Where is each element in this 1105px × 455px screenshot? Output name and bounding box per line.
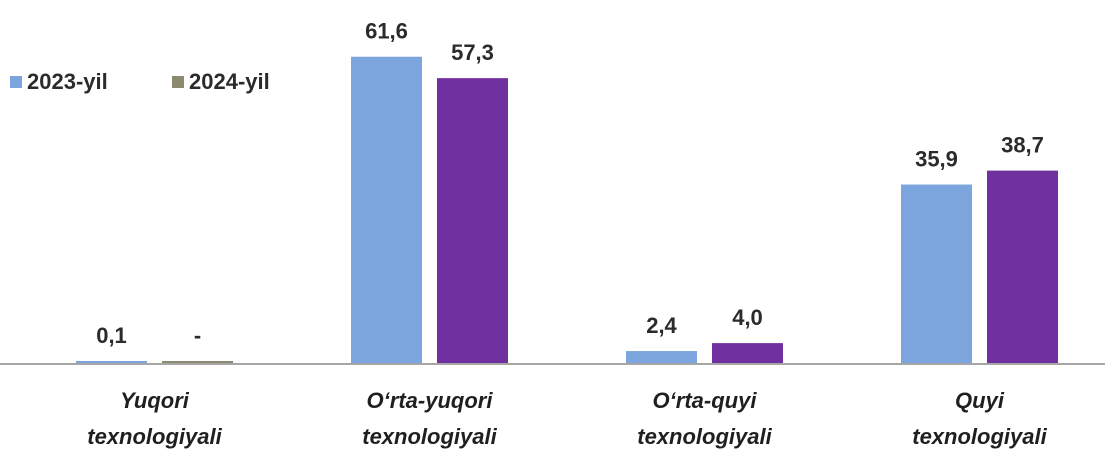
x-tick-label: Yuqori texnologiyali xyxy=(87,388,222,449)
bar xyxy=(437,78,508,363)
bar xyxy=(351,56,422,363)
bar xyxy=(712,343,783,363)
bar xyxy=(162,361,233,363)
data-label: 38,7 xyxy=(1001,132,1044,157)
legend-label: 2023-yil xyxy=(27,69,108,94)
legend-label: 2024-yil xyxy=(189,69,270,94)
bar xyxy=(901,184,972,363)
data-label: 0,1 xyxy=(96,323,127,348)
bar xyxy=(626,351,697,363)
data-label: 4,0 xyxy=(732,305,763,330)
x-tick-label: O‘rta-yuqori texnologiyali xyxy=(362,388,497,449)
data-label: - xyxy=(194,323,201,348)
data-label: 2,4 xyxy=(646,313,677,338)
x-tick-label: O‘rta-quyi texnologiyali xyxy=(637,388,772,449)
legend-swatch xyxy=(10,76,22,88)
legend-swatch xyxy=(172,76,184,88)
bar xyxy=(76,361,147,363)
x-tick-label: Quyi texnologiyali xyxy=(912,388,1047,449)
bar xyxy=(987,170,1058,363)
data-label: 61,6 xyxy=(365,19,408,44)
data-label: 35,9 xyxy=(915,146,958,171)
data-label: 57,3 xyxy=(451,40,494,65)
